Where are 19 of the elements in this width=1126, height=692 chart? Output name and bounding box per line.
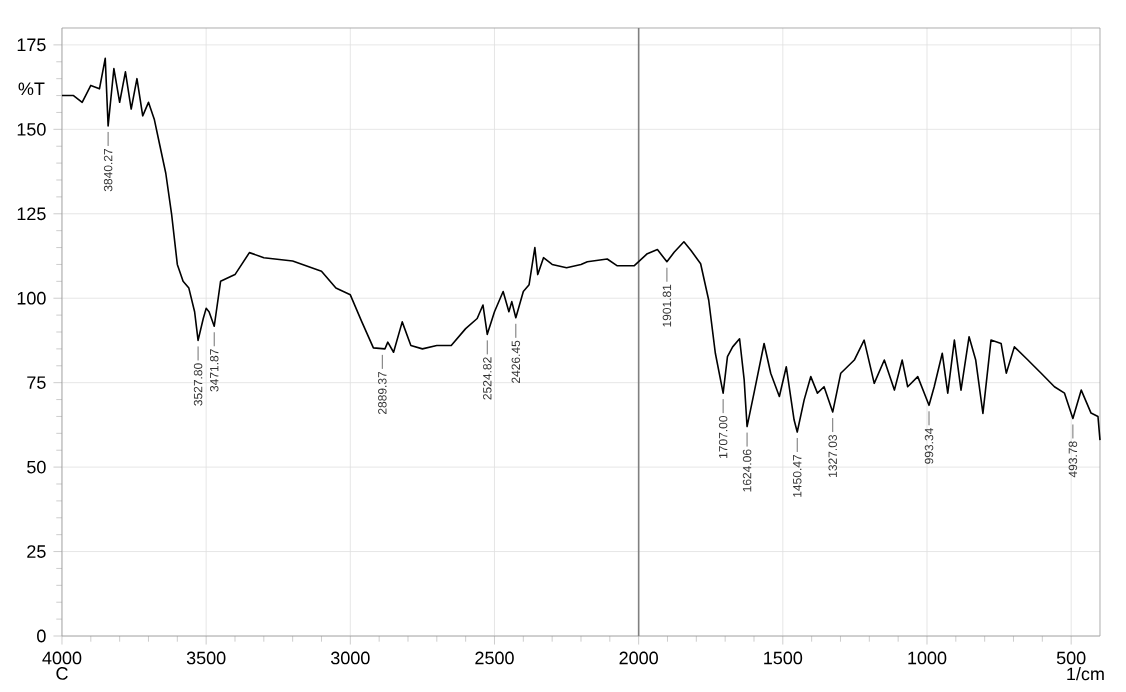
- y-tick-label: 50: [27, 460, 46, 474]
- y-tick-label: 100: [17, 291, 46, 305]
- y-tick-label: 150: [17, 122, 46, 136]
- text: C: [56, 667, 68, 680]
- x-tick-label: 3000: [330, 651, 370, 665]
- x-axis-title: 1/cm: [1067, 667, 1104, 681]
- x-tick-label: 2500: [475, 651, 514, 665]
- y-axis-title: %T: [18, 82, 45, 96]
- x-tick-label: 2000: [619, 651, 658, 665]
- y-tick-label: 75: [27, 376, 46, 389]
- y-tick-label: 0: [37, 629, 46, 643]
- x-tick-label: 1000: [908, 651, 947, 665]
- x-tick-label: 4000: [42, 651, 82, 665]
- y-tick-label: 25: [27, 545, 46, 558]
- x-tick-label: 3500: [186, 651, 226, 665]
- x-tick-label: 500: [1056, 651, 1086, 665]
- y-tick-label: 125: [17, 207, 46, 221]
- y-tick-label: 175: [17, 38, 46, 52]
- x-tick-label: 1500: [764, 651, 803, 665]
